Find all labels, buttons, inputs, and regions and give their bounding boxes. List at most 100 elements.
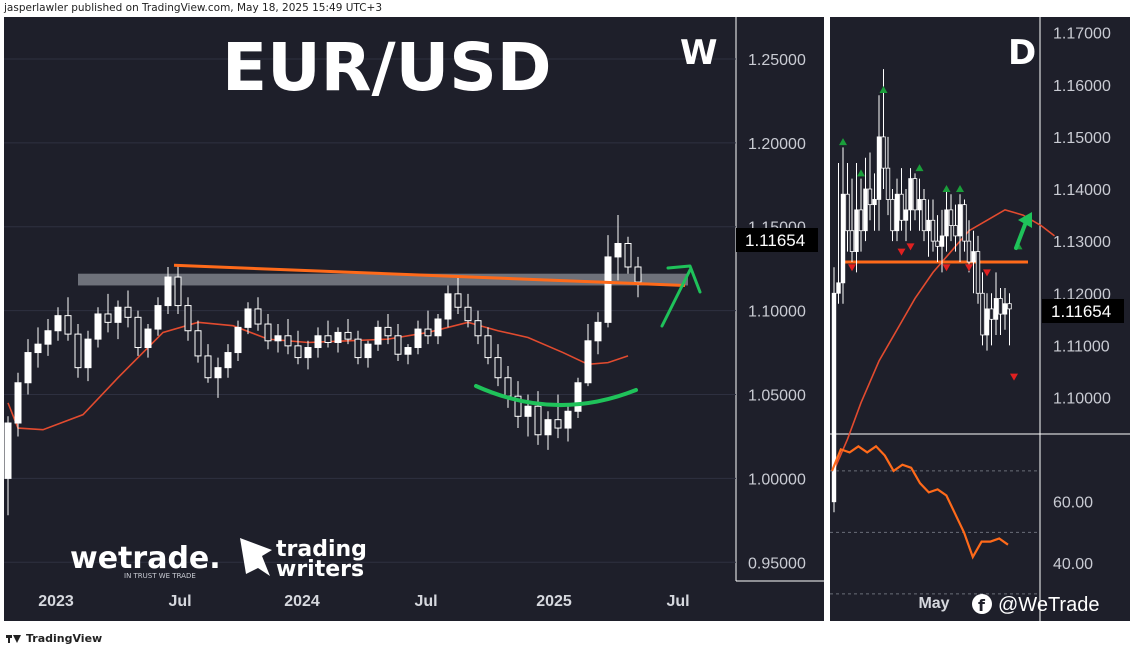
daily-candle-body [980,292,985,336]
weekly-candle-body [424,328,432,337]
weekly-up-arrow [660,264,702,328]
weekly-candle-body [564,410,572,429]
weekly-candle-body [374,326,382,345]
weekly-candle [264,313,272,350]
weekly-candle [304,340,312,370]
weekly-candle [544,411,552,450]
weekly-candle-body [354,338,362,359]
weekly-candle-body [104,313,112,323]
weekly-candle [224,344,232,378]
weekly-candle-body [284,335,292,347]
daily-candle-body [894,193,900,232]
weekly-candle [254,297,262,331]
daily-candle [885,136,891,216]
daily-candle [831,267,837,513]
daily-candles [831,69,1012,513]
weekly-candle [134,310,142,356]
weekly-candle [514,381,522,429]
daily-candle-body [971,251,976,263]
facebook-icon [972,594,992,614]
weekly-y-tick-label: 0.95000 [748,555,806,572]
weekly-candle-body [214,367,222,379]
publish-credit: jasperlawler published on TradingView.co… [4,2,383,14]
daily-candle-body [908,178,913,211]
daily-candle [890,189,895,242]
weekly-candle [164,266,172,314]
weekly-candle-body [64,315,72,335]
weekly-candle-body [504,377,512,397]
weekly-candle [24,339,32,395]
daily-candle-body [836,282,841,294]
weekly-x-tick-label: 2025 [536,593,572,610]
daily-candle [926,199,931,257]
weekly-candle [274,324,282,353]
weekly-candle [94,307,102,348]
daily-candle [1002,288,1008,330]
daily-candle-body [948,209,954,226]
daily-candle-body [885,167,891,200]
weekly-candle-body [184,305,192,332]
daily-candle-body [944,209,949,237]
weekly-candle-body [134,316,142,349]
weekly-candle-body [414,328,422,349]
weekly-candle-body [474,320,482,337]
oscillator-y-tick-label: 60.00 [1053,495,1093,512]
weekly-candle [284,319,292,355]
weekly-candle-body [324,335,332,343]
weekly-candle [344,319,352,345]
weekly-candle [374,320,382,351]
resistance-zone-band [78,273,688,286]
symbol-title: EUR/USD [222,29,552,106]
weekly-candle-body [614,243,622,258]
weekly-candle [394,324,402,361]
weekly-candle-body [194,330,202,357]
weekly-candle-body [204,355,212,379]
up-triangle-marker [956,185,964,193]
weekly-candle-body [24,352,32,384]
trendline-segment [173,263,686,287]
up-triangle-marker [879,85,888,93]
weekly-candle [434,313,442,345]
daily-candle-body [984,308,990,336]
weekly-y-tick-label: 1.05000 [748,388,806,405]
daily-candle [872,173,877,231]
weekly-candle-body [514,395,522,417]
weekly-candle-body [4,422,12,479]
daily-candle-body [867,188,873,206]
oscillator-y-tick-label: 40.00 [1053,556,1093,573]
weekly-candle-body [334,331,342,343]
weekly-candle-body [394,335,402,355]
weekly-candle [594,312,602,355]
weekly-candle-body [634,266,642,283]
up-triangle-marker [915,164,924,172]
weekly-candle-body [554,419,562,429]
weekly-candle [124,290,132,328]
down-triangle-marker [906,243,915,251]
weekly-candle [424,310,432,345]
weekly-candle [574,377,582,418]
weekly-x-tick-label: Jul [666,593,689,610]
weekly-candle [614,214,622,281]
daily-candle [858,178,864,252]
daily-candle-body [935,240,940,247]
weekly-candle-body [94,313,102,340]
tradingwriters-logo: trading writers [240,537,367,582]
daily-candle [993,272,999,335]
daily-candle-body [890,199,895,232]
weekly-candle [14,372,22,437]
daily-candle-body [957,204,963,237]
weekly-panel [4,17,824,621]
weekly-candle [194,320,202,363]
daily-up-arrow [1014,212,1032,250]
weekly-candle [384,313,392,345]
weekly-candle [484,327,492,365]
weekly-candle [174,265,182,314]
daily-candle [966,220,972,273]
daily-x-axis: May [918,595,949,612]
daily-candle-body [939,235,945,247]
up-triangle-marker [857,169,865,177]
weekly-x-tick-label: Jul [414,593,437,610]
weekly-candle-body [404,347,412,355]
weekly-candle [464,293,472,328]
weekly-candle [554,394,562,439]
